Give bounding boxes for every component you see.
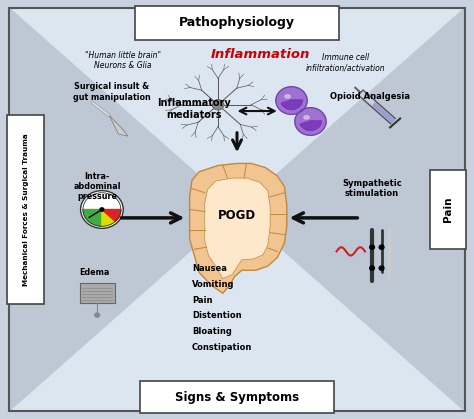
Circle shape [295, 108, 326, 135]
Text: Immune cell
infiltration/activation: Immune cell infiltration/activation [306, 53, 386, 72]
Text: Nausea: Nausea [192, 264, 227, 273]
Circle shape [276, 87, 307, 114]
Text: Sympathetic
stimulation: Sympathetic stimulation [342, 179, 402, 198]
Text: Intra-
abdominal
pressure: Intra- abdominal pressure [73, 171, 121, 202]
Polygon shape [190, 163, 287, 293]
FancyBboxPatch shape [430, 170, 466, 249]
FancyBboxPatch shape [80, 283, 115, 303]
Text: Surgical insult &
gut manipulation: Surgical insult & gut manipulation [73, 83, 150, 102]
Wedge shape [102, 210, 115, 226]
Text: Edema: Edema [80, 268, 110, 277]
Polygon shape [9, 210, 465, 411]
Text: Vomiting: Vomiting [192, 279, 235, 289]
FancyBboxPatch shape [7, 115, 44, 304]
FancyBboxPatch shape [140, 381, 334, 413]
Text: Mechanical Forces & Surgical Trauma: Mechanical Forces & Surgical Trauma [23, 133, 28, 286]
Circle shape [379, 245, 384, 249]
Wedge shape [281, 100, 302, 109]
Text: Inflammatory
mediators: Inflammatory mediators [157, 98, 231, 120]
Polygon shape [9, 8, 237, 411]
Ellipse shape [304, 116, 310, 119]
Polygon shape [237, 8, 465, 411]
Text: Pathophysiology: Pathophysiology [179, 16, 295, 29]
Ellipse shape [285, 95, 291, 98]
Text: Inflammation: Inflammation [211, 48, 310, 61]
Circle shape [379, 266, 384, 270]
Text: Pain: Pain [443, 197, 453, 222]
Circle shape [100, 208, 104, 211]
Wedge shape [300, 121, 321, 130]
Polygon shape [109, 115, 128, 136]
Circle shape [95, 313, 100, 317]
Text: Distention: Distention [192, 311, 242, 321]
Text: Signs & Symptoms: Signs & Symptoms [175, 391, 299, 403]
Wedge shape [83, 210, 102, 226]
Circle shape [212, 99, 224, 110]
Circle shape [370, 266, 374, 270]
Text: "Human little brain"
Neurons & Glia: "Human little brain" Neurons & Glia [85, 51, 161, 70]
Text: Pain: Pain [192, 295, 212, 305]
Polygon shape [205, 178, 270, 279]
FancyBboxPatch shape [135, 6, 339, 40]
Text: Opioid Analgesia: Opioid Analgesia [330, 92, 410, 101]
Polygon shape [9, 8, 465, 210]
Circle shape [370, 245, 374, 249]
Text: Bloating: Bloating [192, 327, 232, 336]
Wedge shape [102, 210, 121, 221]
Text: Constipation: Constipation [192, 343, 252, 352]
Text: POGD: POGD [218, 209, 256, 222]
Circle shape [81, 191, 123, 228]
